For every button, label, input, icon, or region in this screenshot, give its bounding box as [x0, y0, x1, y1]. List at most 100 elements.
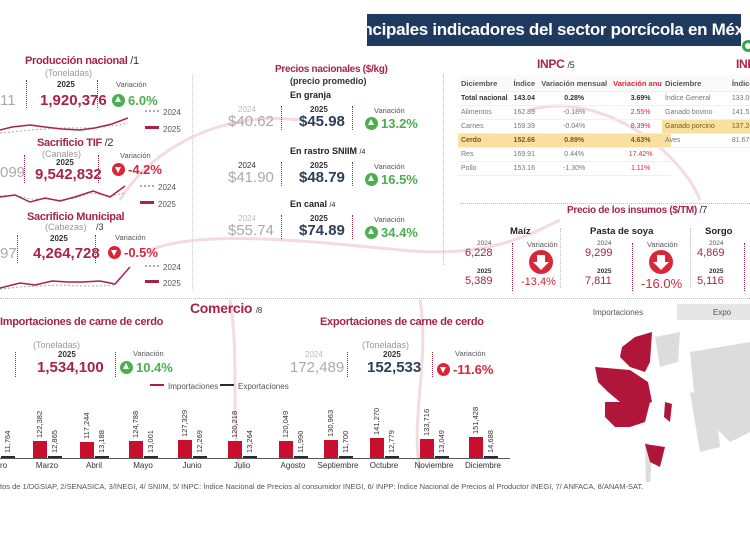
divider: [632, 243, 633, 291]
divider: [512, 243, 513, 291]
value-cur: 7,811: [585, 275, 612, 287]
divider: [432, 352, 433, 377]
export-data-label: 13,188: [97, 429, 106, 453]
table-cell: 0.89%: [564, 137, 585, 144]
var-label: Variación: [374, 106, 405, 115]
table-cell: Cerdo: [461, 137, 482, 144]
produccion-var-label: Variación: [116, 80, 147, 89]
table-cell: 1.11%: [630, 165, 651, 172]
table-cell: 8.39%: [630, 123, 651, 130]
var-label: Variación: [527, 240, 558, 249]
divider: [690, 228, 691, 288]
municipal-line-chart: [0, 266, 131, 290]
import-data-label: 122,382: [35, 410, 44, 439]
series-2024: [0, 122, 129, 134]
price-variation: 16.5%: [365, 172, 418, 187]
ref: /5: [567, 60, 575, 70]
import-bar: [324, 439, 338, 458]
divider: [560, 228, 561, 288]
table-cell: -1.30%: [563, 165, 586, 172]
chart-legend-importaciones: Importaciones: [150, 382, 218, 391]
divider: [347, 352, 348, 377]
column-header: Diciembre: [461, 79, 498, 88]
export-bar: [339, 455, 353, 458]
exportaciones-prev: 172,489: [290, 359, 345, 376]
table-cell: 17.42%: [628, 151, 653, 158]
variation-text: -13.4%: [521, 276, 556, 288]
row-label: En rastro SNIIM: [290, 146, 358, 156]
table-cell: 4.63%: [630, 137, 651, 144]
table-cell: Ganado bovino: [665, 109, 713, 116]
insumos-title: Precio de los insumos ($/TM) /7: [567, 205, 707, 216]
variation-text: -4.2%: [128, 162, 162, 177]
divider: [0, 298, 750, 299]
import-bar: [469, 437, 483, 458]
variation-text: -0.5%: [124, 245, 158, 260]
divider: [98, 155, 99, 183]
import-data-label: 124,788: [131, 410, 140, 438]
value-cur: 5,389: [465, 275, 493, 287]
value-prev: 4,869: [697, 247, 725, 259]
export-data-label: 13,049: [437, 429, 446, 453]
arrow-up-icon: [365, 117, 378, 130]
export-bar: [243, 455, 257, 458]
import-bar: [279, 441, 293, 458]
exportaciones-value: 152,533: [367, 359, 422, 376]
export-bar: [294, 455, 308, 458]
var-label: Variación: [374, 215, 405, 224]
export-bar: [48, 455, 62, 458]
map-import-countries: [595, 332, 672, 467]
precios-subtitle: (precio promedio): [290, 76, 367, 86]
importaciones-value: 1,534,100: [37, 359, 104, 376]
import-bar: [420, 439, 434, 458]
legend-2024: 2024: [145, 108, 181, 117]
row-ref: /4: [329, 202, 336, 209]
variation-text: -16.0%: [641, 276, 683, 291]
map-tab-importaciones[interactable]: Importaciones: [592, 307, 644, 317]
legend-swatch: [145, 126, 159, 129]
map-tab-exportaciones[interactable]: Expo: [677, 304, 750, 320]
arrow-down-icon: [437, 363, 450, 376]
table-cell: Ganado porcino: [665, 123, 715, 130]
tif-var-label: Variación: [120, 151, 151, 160]
divider: [17, 235, 18, 263]
table-cell: Carnes: [461, 123, 484, 130]
export-bar: [193, 455, 207, 458]
table-cell: Índice General: [665, 95, 711, 102]
table-cell: 143.04: [513, 95, 535, 102]
municipal-year: 2025: [50, 234, 68, 243]
year-prev: 2024: [238, 214, 256, 223]
divider: [97, 80, 98, 108]
world-map: [595, 332, 750, 482]
month-label: Agosto: [280, 461, 306, 470]
arrow-up-icon: [365, 226, 378, 239]
table-cell: 152.66: [513, 137, 535, 144]
arrow-down-icon: [112, 163, 125, 176]
export-data-label: 13,001: [146, 429, 155, 453]
divider: [443, 75, 444, 265]
table-cell: Total nacional: [461, 95, 508, 102]
precio-row-title: En canal /4: [290, 199, 335, 209]
table-row: Total nacional 143.04 0.28% 3.69%: [458, 92, 672, 106]
divider: [281, 215, 282, 239]
legend-2025: 2025: [140, 200, 176, 209]
map-other-countries: [645, 332, 750, 482]
value-prev: 9,299: [585, 247, 613, 259]
import-bar: [80, 441, 94, 458]
row-label: En granja: [290, 90, 332, 100]
legend-label: 2024: [158, 183, 176, 192]
title-text: Sacrificio TIF: [37, 137, 102, 149]
year-prev: 2024: [238, 105, 256, 114]
municipal-ref: /3: [96, 222, 104, 232]
export-data-label: 11,764: [3, 430, 12, 453]
export-data-label: 14,688: [486, 429, 495, 453]
legend-label: Exportaciones: [238, 382, 289, 391]
column-header: Índice: [513, 79, 536, 88]
legend-swatch: [140, 185, 154, 187]
series-2024: [0, 284, 116, 290]
tif-line-chart: [0, 185, 126, 203]
import-data-label: 133,716: [422, 409, 431, 437]
export-bar: [144, 455, 158, 458]
variation-text: 10.4%: [136, 360, 173, 375]
import-data-label: 130,963: [326, 409, 335, 437]
